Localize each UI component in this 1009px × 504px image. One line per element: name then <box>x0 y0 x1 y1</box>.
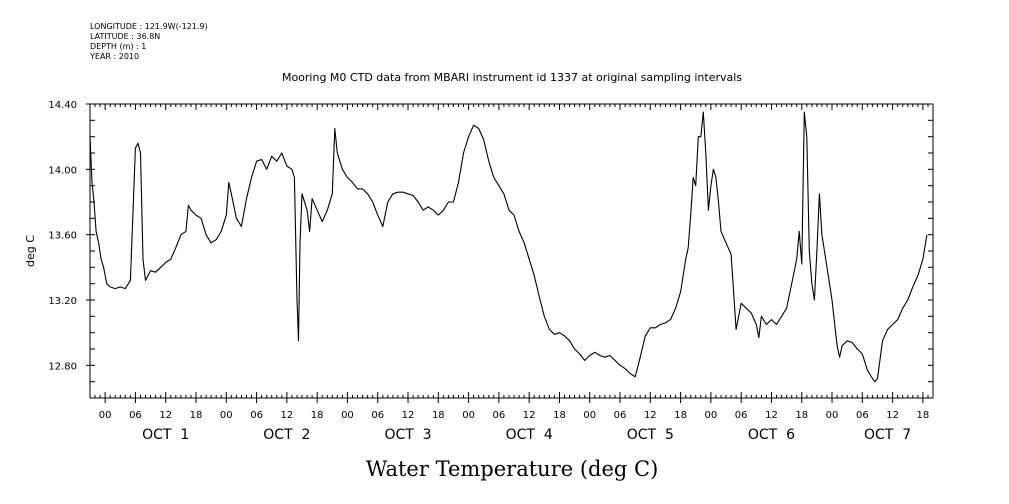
x-tick-label: 00 <box>705 410 718 421</box>
mooring-metadata: LONGITUDE : 121.9W(-121.9) LATITUDE : 36… <box>90 22 208 62</box>
chart-title: Mooring M0 CTD data from MBARI instrumen… <box>282 71 742 84</box>
x-tick-label: 00 <box>220 410 233 421</box>
x-tick-label: 00 <box>341 410 354 421</box>
x-tick-label: 12 <box>886 410 899 421</box>
x-tick-label: 18 <box>553 410 566 421</box>
x-tick-label: 12 <box>159 410 172 421</box>
x-tick-label: 06 <box>371 410 384 421</box>
x-tick-label: 06 <box>493 410 506 421</box>
x-tick-label: 12 <box>644 410 657 421</box>
y-axis-label: deg C <box>24 235 37 267</box>
x-tick-label: 00 <box>583 410 596 421</box>
x-tick-label: 12 <box>765 410 778 421</box>
x-tick-label: 18 <box>795 410 808 421</box>
temperature-series-line <box>89 111 928 383</box>
date-label: OCT 4 <box>506 427 553 443</box>
depth-label: DEPTH (m) : 1 <box>90 42 147 51</box>
x-tick-label: 18 <box>190 410 203 421</box>
x-tick-label: 12 <box>281 410 294 421</box>
x-tick-label: 18 <box>917 410 930 421</box>
y-tick-label: 13.20 <box>48 296 77 307</box>
x-axis: 00 06 12 18 00 06 12 18 00 06 12 18 00 06 12 18 00 06 12 18… <box>89 104 934 443</box>
x-tick-label: 12 <box>523 410 536 421</box>
latitude-label: LATITUDE : 36.8N <box>90 32 161 41</box>
longitude-label: LONGITUDE : 121.9W(-121.9) <box>90 22 208 31</box>
x-tick-label: 00 <box>826 410 839 421</box>
y-tick-label: 14.00 <box>48 165 77 176</box>
x-tick-label: 00 <box>99 410 112 421</box>
series-group <box>89 111 928 383</box>
date-label: OCT 5 <box>627 427 674 443</box>
x-tick-label: 06 <box>856 410 869 421</box>
date-label: OCT 3 <box>384 427 431 443</box>
x-tick-label: 06 <box>250 410 263 421</box>
x-tick-label: 18 <box>311 410 324 421</box>
y-tick-label: 12.80 <box>48 361 77 372</box>
x-tick-label: 00 <box>462 410 475 421</box>
date-label: OCT 6 <box>748 427 795 443</box>
y-axis: 12.80 13.20 13.60 14.00 14.40 <box>48 100 933 399</box>
x-tick-label: 18 <box>432 410 445 421</box>
date-label: OCT 1 <box>142 427 189 443</box>
x-tick-label: 06 <box>735 410 748 421</box>
y-tick-label: 14.40 <box>48 100 77 111</box>
date-label: OCT 7 <box>864 427 911 443</box>
x-tick-label: 18 <box>674 410 687 421</box>
x-axis-label: Water Temperature (deg C) <box>366 457 659 481</box>
x-tick-label: 12 <box>402 410 415 421</box>
x-tick-label: 06 <box>129 410 142 421</box>
x-tick-label: 06 <box>614 410 627 421</box>
year-label: YEAR : 2010 <box>90 52 140 61</box>
date-label: OCT 2 <box>263 427 310 443</box>
y-tick-label: 13.60 <box>48 231 77 242</box>
